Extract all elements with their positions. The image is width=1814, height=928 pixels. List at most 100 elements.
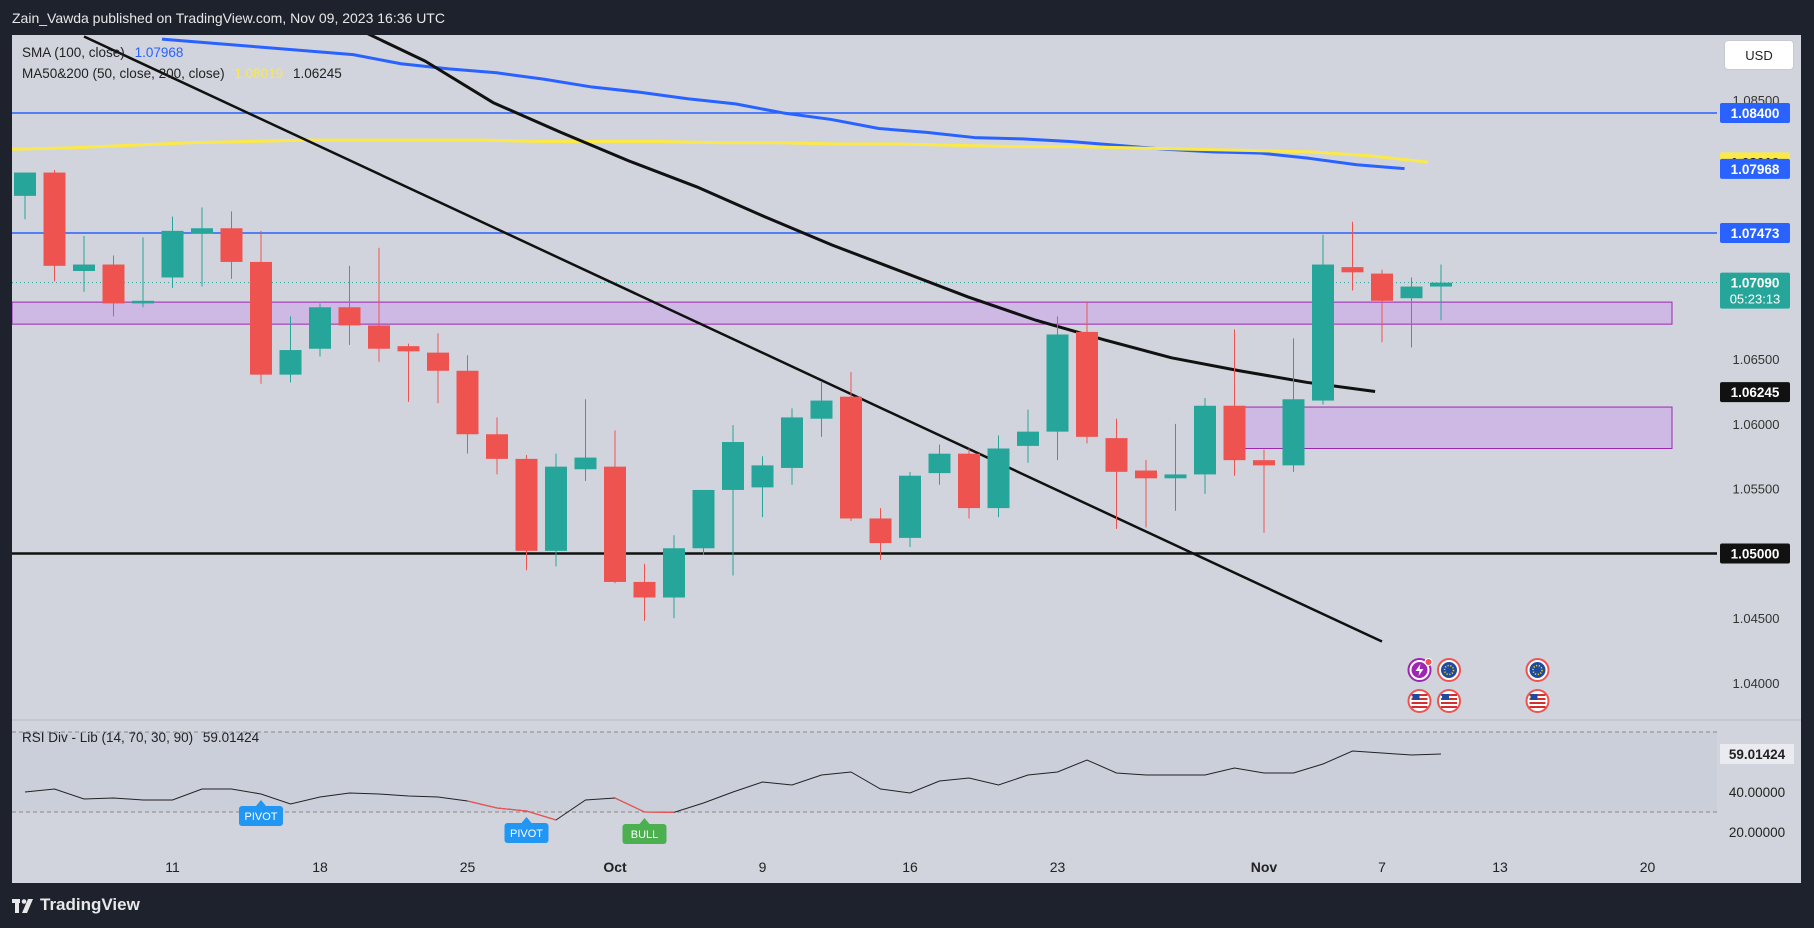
eu-event-icon (1525, 658, 1550, 682)
publisher-line: Zain_Vawda published on TradingView.com,… (12, 10, 445, 26)
price-tick-label: 1.06000 (1733, 417, 1780, 432)
eu-flag-disc (1529, 662, 1546, 678)
countdown-label-text: 05:23:13 (1730, 292, 1781, 307)
price-tick-label: 1.04000 (1733, 676, 1780, 691)
ma50-line (12, 138, 1429, 164)
time-axis-label: 23 (1050, 859, 1066, 875)
candle-body (928, 453, 951, 474)
candle-body (397, 346, 420, 352)
price-label-box (1720, 223, 1790, 244)
supply-demand-zone (12, 301, 1673, 325)
candle-body (102, 264, 125, 304)
time-axis-label: 20 (1640, 859, 1656, 875)
ma-legend[interactable]: MA50&200 (50, close, 200, close) 1.08019… (22, 66, 342, 81)
ma200-line (366, 35, 1376, 393)
rsi-badge (504, 823, 549, 843)
currency-button[interactable]: USD (1724, 40, 1794, 70)
candle-body (43, 172, 66, 266)
candle-body (1105, 438, 1128, 472)
time-axis-label: 7 (1378, 859, 1386, 875)
rsi-legend-value: 59.01424 (202, 730, 260, 745)
candle-body (515, 458, 538, 551)
candle-body (663, 548, 685, 598)
candle-body (1223, 405, 1246, 461)
time-axis-label: Oct (603, 859, 627, 875)
brand-footer[interactable]: TradingView (12, 895, 140, 915)
candle-body (1341, 267, 1364, 273)
candle-body (1430, 282, 1452, 287)
ma200-legend-value: 1.06245 (292, 66, 342, 81)
lightning-event-icon (1407, 658, 1433, 682)
candle-body (191, 228, 213, 234)
candle-body (1282, 399, 1305, 466)
candle-body (604, 466, 626, 582)
candle-body (722, 442, 744, 490)
candle-body (810, 400, 833, 419)
candle-body (250, 261, 272, 375)
eu-stars (1443, 664, 1455, 676)
us-stripe (1529, 706, 1546, 708)
candle-body (987, 448, 1010, 509)
candle-body (1164, 474, 1187, 479)
candle-body (1194, 405, 1216, 475)
notification-dot (1424, 658, 1433, 666)
candle-body (486, 434, 508, 459)
trendline (83, 35, 1383, 643)
rsi-band (12, 732, 1717, 812)
price-label-box (1720, 382, 1790, 403)
price-label-text: 1.07968 (1731, 162, 1780, 177)
time-axis-label: 9 (759, 859, 767, 875)
candle-body (309, 307, 331, 349)
price-tick-label: 1.06500 (1733, 352, 1780, 367)
candle-body (692, 489, 715, 549)
tradingview-logo-icon (12, 898, 34, 913)
us-event-icon (1437, 689, 1461, 713)
candle-body (279, 350, 302, 375)
sma-legend[interactable]: SMA (100, close) 1.07968 (22, 45, 183, 60)
us-canton (1412, 694, 1420, 700)
us-stripe (1411, 702, 1428, 704)
candle-body (132, 300, 154, 304)
eu-flag-disc (1441, 662, 1457, 678)
sma-legend-value: 1.07968 (134, 45, 184, 60)
price-label-text: 1.06245 (1731, 385, 1780, 400)
rsi-badge (622, 824, 667, 844)
us-stripe (1441, 702, 1457, 704)
candle-body (1253, 460, 1275, 466)
candle-body (1046, 334, 1069, 432)
candle-body (73, 264, 95, 272)
rsi-badge-pointer (521, 817, 532, 823)
candle-body (1371, 273, 1393, 301)
eu-event-icon (1437, 658, 1461, 682)
rsi-axis-label: 20.00000 (1729, 825, 1785, 840)
candle-body (1135, 470, 1157, 479)
candle-body (869, 518, 892, 544)
us-stripe (1411, 706, 1428, 708)
candle-body (781, 417, 803, 468)
candle-body (1400, 286, 1423, 299)
price-label-box (1720, 102, 1790, 123)
us-canton (1442, 694, 1449, 700)
candle-body (633, 581, 656, 598)
rsi-badge-pointer (639, 818, 650, 824)
lightning-bolt (1415, 664, 1424, 676)
rsi-legend[interactable]: RSI Div - Lib (14, 70, 30, 90) 59.01424 (22, 730, 259, 745)
candle-body (545, 466, 567, 551)
candle-body (427, 352, 449, 371)
rsi-divergence-segment (614, 797, 675, 813)
time-axis-label: 18 (312, 859, 328, 875)
us-event-icon (1407, 689, 1432, 713)
time-axis-label: 25 (460, 859, 476, 875)
candle-body (456, 370, 479, 435)
ma50-legend-value: 1.08019 (234, 66, 284, 81)
us-stripe (1441, 706, 1457, 708)
price-tick-label: 1.05500 (1733, 482, 1780, 497)
rsi-badge-label: BULL (631, 829, 659, 841)
rsi-divergence-segment (467, 800, 557, 821)
rsi-badge-label: PIVOT (510, 828, 543, 840)
candle-body (958, 453, 980, 509)
eu-stars (1532, 664, 1543, 676)
candle-body (1312, 264, 1334, 401)
us-canton (1530, 694, 1538, 700)
